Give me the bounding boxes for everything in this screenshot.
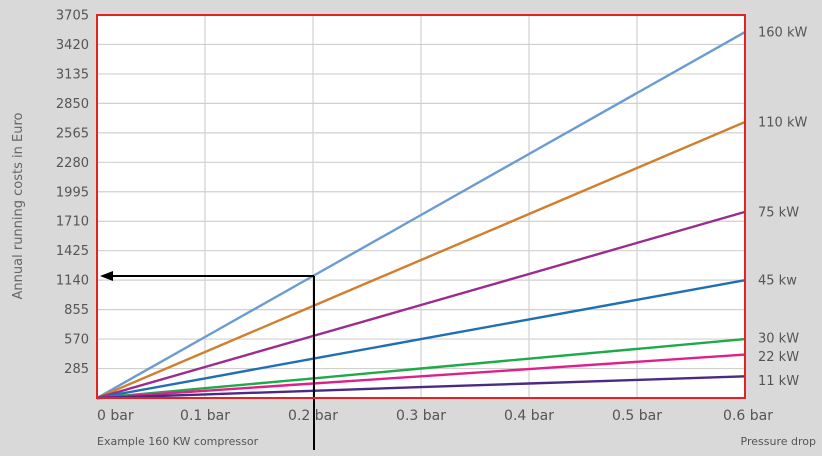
- y-tick-label: 3420: [56, 38, 89, 53]
- y-tick-label: 3135: [56, 67, 89, 82]
- x-tick-label: 0.1 bar: [180, 408, 230, 424]
- x-tick-labels: 0 bar 0.1 bar 0.2 bar 0.3 bar 0.4 bar 0.5 bar…: [97, 408, 773, 424]
- y-tick-label: 1425: [56, 244, 89, 259]
- y-tick-label: 1710: [56, 215, 89, 230]
- annotation-label: Example 160 KW compressor: [97, 435, 259, 448]
- series-line: [96, 31, 746, 400]
- series-line: [96, 279, 746, 400]
- y-tick-label: 1140: [56, 274, 89, 289]
- y-axis-label: Annual running costs in Euro: [11, 112, 26, 299]
- annotation-arrowhead: [100, 271, 113, 282]
- series-labels: 160 kW 110 kW 75 kW 45 kw 30 kW 22 kW 11 kW: [758, 26, 807, 389]
- x-tick-label: 0.2 bar: [288, 408, 338, 424]
- x-tick-label: 0.6 bar: [723, 408, 773, 424]
- series-line: [96, 353, 746, 400]
- x-tick-label: 0.3 bar: [396, 408, 446, 424]
- x-tick-label: 0.5 bar: [612, 408, 662, 424]
- y-tick-labels: 285 570 855 1140 1425 1710 1995 2280 2565 2850 313…: [56, 9, 89, 378]
- series-label: 75 kW: [758, 205, 799, 220]
- y-tick-label: 1995: [56, 185, 89, 200]
- series-layer: [96, 31, 746, 400]
- y-tick-label: 570: [64, 333, 89, 348]
- series-line: [96, 375, 746, 400]
- y-tick-label: 3705: [56, 9, 89, 24]
- series-line: [96, 210, 746, 400]
- series-label: 45 kw: [758, 274, 797, 289]
- series-label: 30 kW: [758, 332, 799, 347]
- x-tick-label: 0.4 bar: [504, 408, 554, 424]
- y-tick-label: 2565: [56, 126, 89, 141]
- x-axis-label: Pressure drop: [741, 435, 816, 448]
- series-label: 160 kW: [758, 26, 807, 41]
- series-label: 11 kW: [758, 374, 799, 389]
- annotation-layer: [100, 271, 315, 450]
- y-tick-label: 855: [64, 303, 89, 318]
- series-label: 22 kW: [758, 350, 799, 365]
- y-tick-label: 2850: [56, 97, 89, 112]
- series-label: 110 kW: [758, 115, 807, 130]
- series-line: [96, 337, 746, 400]
- grid-lines: [97, 14, 745, 398]
- series-line: [96, 120, 746, 400]
- y-tick-label: 285: [64, 362, 89, 377]
- y-tick-label: 2280: [56, 156, 89, 171]
- x-tick-label: 0 bar: [97, 408, 134, 424]
- plot-frame: [96, 14, 746, 399]
